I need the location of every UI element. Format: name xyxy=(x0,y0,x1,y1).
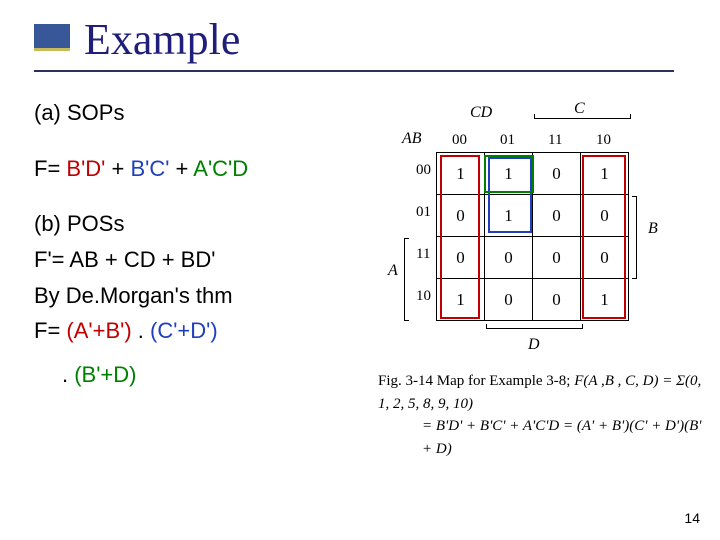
kmap-cd-label: CD xyxy=(470,104,492,122)
page-number: 14 xyxy=(684,510,700,526)
slide-title: Example xyxy=(84,14,240,65)
bracket-c xyxy=(534,118,630,119)
col-hdr-2: 11 xyxy=(548,132,562,149)
sop-term1: B'D' xyxy=(66,156,105,181)
cell-10-11: 0 xyxy=(533,279,581,321)
title-underline xyxy=(34,70,674,72)
title-accent-block xyxy=(34,24,70,48)
row-hdr-1: 01 xyxy=(416,204,431,221)
body-text: (a) SOPs F= B'D' + B'C' + A'C'D (b) POSs… xyxy=(34,98,248,396)
pos-term1: (A'+B') xyxy=(66,318,131,343)
section-a-label: (a) SOPs xyxy=(34,98,248,128)
sop-term2: B'C' xyxy=(130,156,169,181)
kmap-b-bracket-label: B xyxy=(648,220,658,238)
kmap-d-bracket-label: D xyxy=(528,336,540,354)
kmap-grid: 1 1 0 1 0 1 0 0 0 0 0 0 1 0 0 1 xyxy=(436,152,629,321)
pos-term2: (C'+D') xyxy=(150,318,218,343)
kmap: CD AB C 00 01 11 10 00 01 11 10 1 1 0 1 … xyxy=(378,100,708,360)
pos-fprime: F'= AB + CD + BD' xyxy=(34,245,248,275)
col-hdr-1: 01 xyxy=(500,132,515,149)
eq-F: F= xyxy=(34,156,60,181)
cell-01-10: 0 xyxy=(581,195,629,237)
cell-00-11: 0 xyxy=(533,153,581,195)
demorgan-line: By De.Morgan's thm xyxy=(34,281,248,311)
cell-01-11: 0 xyxy=(533,195,581,237)
pos-f-line1: F= (A'+B') . (C'+D') xyxy=(34,316,248,346)
cell-01-01: 1 xyxy=(485,195,533,237)
bracket-a xyxy=(404,238,405,320)
bracket-b xyxy=(636,196,637,278)
kmap-c-bracket-label: C xyxy=(574,100,585,118)
sop-equation: F= B'D' + B'C' + A'C'D xyxy=(34,154,248,184)
cell-00-01: 1 xyxy=(485,153,533,195)
cell-10-01: 0 xyxy=(485,279,533,321)
row-hdr-0: 00 xyxy=(416,162,431,179)
pos-f-line2: . (B'+D) xyxy=(62,360,248,390)
cell-10-10: 1 xyxy=(581,279,629,321)
cell-11-10: 0 xyxy=(581,237,629,279)
cell-11-01: 0 xyxy=(485,237,533,279)
cell-00-10: 1 xyxy=(581,153,629,195)
sop-term3: A'C'D xyxy=(193,156,248,181)
kmap-ab-label: AB xyxy=(402,130,422,148)
kmap-a-bracket-label: A xyxy=(388,262,398,280)
col-hdr-3: 10 xyxy=(596,132,611,149)
cell-11-11: 0 xyxy=(533,237,581,279)
section-b-label: (b) POSs xyxy=(34,209,248,239)
row-hdr-2: 11 xyxy=(416,246,430,263)
cell-00-00: 1 xyxy=(437,153,485,195)
col-hdr-0: 00 xyxy=(452,132,467,149)
title-accent-underline xyxy=(34,48,70,51)
pos-term3: (B'+D) xyxy=(74,362,136,387)
row-hdr-3: 10 xyxy=(416,288,431,305)
cell-10-00: 1 xyxy=(437,279,485,321)
cell-11-00: 0 xyxy=(437,237,485,279)
bracket-d xyxy=(486,328,582,329)
figure-caption: Fig. 3-14 Map for Example 3-8; F(A ,B , … xyxy=(378,370,708,460)
kmap-figure: CD AB C 00 01 11 10 00 01 11 10 1 1 0 1 … xyxy=(378,100,708,460)
cell-01-00: 0 xyxy=(437,195,485,237)
